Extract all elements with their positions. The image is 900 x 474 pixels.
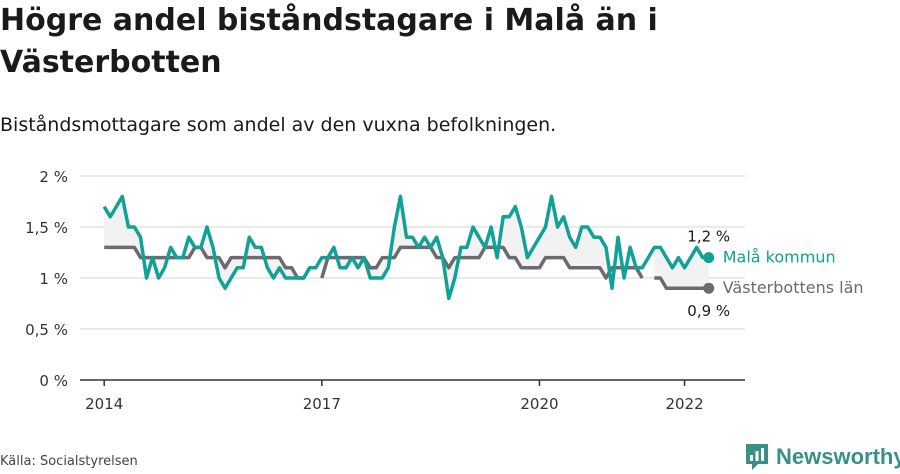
difference-area-segment bbox=[321, 196, 643, 299]
brand-name: Newsworthy bbox=[776, 444, 900, 469]
x-tick-label: 2022 bbox=[665, 395, 703, 413]
end-point-vasterbottens-lan bbox=[703, 282, 715, 294]
x-axis-labels: 2014 2017 2020 2022 bbox=[85, 395, 704, 413]
series-line-mala-kommun bbox=[102, 194, 709, 301]
series-line-vasterbottens-lan bbox=[104, 245, 709, 290]
x-tick-label: 2020 bbox=[520, 395, 558, 413]
gridlines bbox=[80, 175, 745, 330]
end-value-label-vasterbottens-lan: 0,9 % bbox=[687, 302, 730, 320]
y-tick-label: 0 % bbox=[39, 372, 68, 390]
series-label-vasterbottens-lan: Västerbottens län bbox=[723, 278, 864, 297]
end-point-mala-kommun bbox=[703, 252, 715, 264]
y-axis-labels: 0 % 0,5 % 1 % 1,5 % 2 % bbox=[25, 168, 68, 390]
x-tick-label: 2017 bbox=[303, 395, 341, 413]
y-tick-label: 1 % bbox=[39, 270, 68, 288]
x-tick-label: 2014 bbox=[85, 395, 123, 413]
y-tick-label: 0,5 % bbox=[25, 321, 68, 339]
y-tick-label: 2 % bbox=[39, 168, 68, 186]
newsworthy-logo-icon bbox=[746, 444, 768, 470]
brand-logo: Newsworthy bbox=[744, 440, 900, 474]
line-chart: 0 % 0,5 % 1 % 1,5 % 2 % 2014 2017 2020 2022 1,2… bbox=[25, 168, 863, 413]
difference-area-segment bbox=[654, 247, 709, 289]
series-label-mala-kommun: Malå kommun bbox=[723, 248, 836, 267]
source-note: Källa: Socialstyrelsen bbox=[0, 454, 138, 469]
end-markers: 1,2 % 0,9 % Malå kommun Västerbottens län bbox=[687, 228, 863, 321]
chart-title: Högre andel biståndstagare i Malå än i V… bbox=[0, 3, 658, 80]
series-lines bbox=[102, 194, 709, 301]
difference-area-segment bbox=[104, 196, 310, 289]
x-axis bbox=[80, 379, 745, 386]
end-value-label-mala-kommun: 1,2 % bbox=[687, 228, 730, 246]
y-tick-label: 1,5 % bbox=[25, 219, 68, 237]
chart-subtitle: Biståndsmottagare som andel av den vuxna… bbox=[0, 114, 557, 136]
